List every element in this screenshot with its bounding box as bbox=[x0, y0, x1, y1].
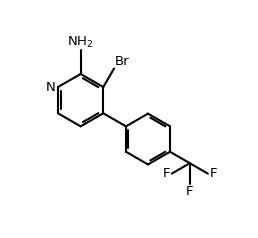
Text: F: F bbox=[209, 167, 217, 180]
Text: NH$_2$: NH$_2$ bbox=[67, 35, 94, 50]
Text: F: F bbox=[163, 167, 170, 180]
Text: Br: Br bbox=[115, 55, 130, 68]
Text: F: F bbox=[186, 185, 194, 198]
Text: N: N bbox=[46, 81, 56, 94]
